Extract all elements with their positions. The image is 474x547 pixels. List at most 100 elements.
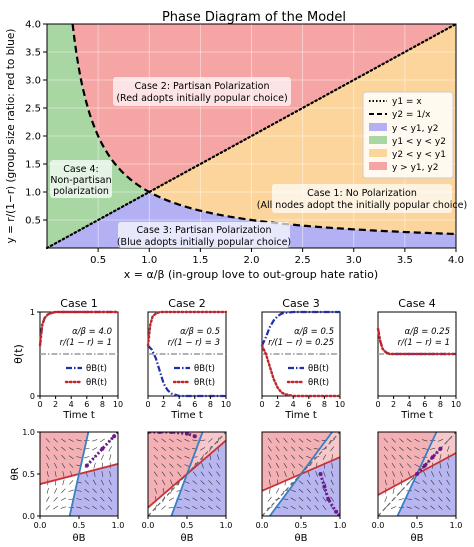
case-4-vector-76: [446, 471, 450, 477]
case-4-xtick-label-4: 8: [438, 400, 443, 409]
case-1-vector-58: [93, 471, 96, 477]
case-3-vector-27: [290, 505, 296, 510]
case-1-xtick-label-3: 6: [84, 400, 89, 409]
case-1-param-1: α/β = 4.0: [72, 327, 112, 337]
case-3-phase-xtick-label-2: 1.0: [334, 521, 347, 530]
case-1-vector-73: [108, 496, 113, 502]
case-2-xtick-label-0: 0: [145, 400, 150, 409]
case-3-vector-13: [276, 471, 279, 477]
case-4-vector-38: [414, 489, 420, 493]
case-1-vector-63: [100, 505, 105, 510]
legend-region-4-swatch: [369, 162, 387, 170]
case-1-ytick-label-0: 0: [30, 392, 35, 401]
case-2-phase-panel: 0.0 0.5 1.0 θB: [142, 431, 232, 544]
case-4-vector-36: [414, 506, 420, 510]
phase-ytick-label-1: 1.0: [25, 188, 41, 199]
case-2-vector-9: [161, 505, 166, 510]
case-3-vector-2: [269, 487, 271, 494]
case-2-vector-54: [200, 505, 206, 510]
case-1-vector-36: [76, 506, 82, 509]
annotation-case-3: Case 3: Partisan Polarization (Blue adop…: [117, 222, 291, 248]
case-4-vector-66: [438, 479, 443, 485]
case-1-xtick-label-5: 10: [113, 400, 123, 409]
case-4-vector-63: [438, 505, 443, 510]
case-2-vector-15: [161, 455, 166, 460]
case-2-vector-17: [161, 438, 167, 443]
case-3-vector-23: [283, 462, 288, 469]
case-1-vector-45: [84, 506, 90, 510]
case-2-vector-21: [170, 479, 173, 486]
case-4-vector-31: [407, 471, 411, 477]
case-2-vector-36: [184, 506, 190, 509]
case-2-time-panel: Case 2 α/β = 0.5r/(1 − r) = 3 θB(t) θR(t) 0 2…: [145, 297, 231, 421]
case-3-vector-28: [290, 497, 296, 501]
case-2-vector-68: [208, 462, 212, 469]
case-2-phase-content: [148, 432, 226, 516]
case-3-thetaR-line: [260, 344, 342, 398]
legend-y2-label: y2 = 1/x: [392, 110, 431, 120]
case-1-phase-xtick-label-2: 1.0: [112, 521, 125, 530]
case-1-vector-33: [68, 455, 74, 460]
case-1-vector-55: [92, 497, 97, 502]
case-4-vector-54: [430, 505, 435, 510]
case-1-xtick-label-1: 2: [53, 400, 58, 409]
case-3-vector-39: [298, 480, 304, 485]
case-3-vector-75: [330, 479, 334, 486]
case-1-trajectory-point-2: [112, 434, 117, 439]
line-y1: [45, 22, 458, 250]
legend-region-2-swatch: [369, 136, 387, 144]
case-2-trajectory-point-0: [192, 434, 197, 439]
case-2-vector-80: [217, 437, 220, 444]
case-1-vector-57: [92, 479, 97, 486]
case-4-vector-13: [392, 471, 396, 477]
case-4-vector-11: [392, 487, 395, 494]
legend-region-2-label: y1 < y < y2: [392, 137, 446, 147]
case-2-vector-31: [177, 471, 182, 477]
case-1-vector-10: [53, 496, 58, 502]
case-1-trajectory-point-1: [100, 446, 105, 451]
case-2-title: Case 2: [168, 297, 205, 310]
case-4-vector-57: [430, 479, 435, 485]
case-3-param-1: α/β = 0.5: [294, 327, 334, 337]
case-2-vector-46: [192, 497, 198, 501]
case-4-vector-44: [414, 438, 420, 442]
annotation-case-1-line1: Case 1: No Polarization: [307, 188, 417, 199]
case-3-vector-14: [275, 462, 280, 469]
case-1-xtick-label-4: 8: [100, 400, 105, 409]
case-1-vector-47: [84, 488, 90, 493]
case-2-vector-20: [170, 487, 173, 494]
case-4-vector-71: [437, 439, 444, 442]
case-1-vector-78: [109, 454, 112, 461]
case-1-vector-17: [53, 438, 58, 443]
case-2-trajectory: [148, 432, 196, 438]
case-4-vector-7: [383, 446, 388, 452]
phase-ylabel: y = r/(1−r) (group size ratio: red to bl…: [5, 29, 17, 244]
case-2-xtick-label-2: 4: [177, 400, 182, 409]
case-3-vector-79: [330, 446, 335, 452]
case-4-vector-65: [438, 488, 443, 494]
case-3-vector-62: [313, 439, 320, 442]
case-3-param-2: r/(1 − r) = 0.25: [268, 338, 334, 348]
phase-lines: [45, 22, 458, 250]
case-4-vector-9: [390, 506, 397, 509]
case-1-vector-71: [99, 438, 105, 443]
case-3-vector-3: [269, 479, 271, 486]
case-1-vector-19: [60, 497, 66, 501]
case-1-vector-2: [46, 487, 49, 494]
case-1-phase-ytick-label-2: 1.0: [22, 428, 35, 437]
case-3-vector-22: [284, 471, 287, 477]
case-4-vector-42: [414, 455, 420, 459]
case-2-phase-xlabel: θB: [181, 533, 194, 544]
case-4-vector-52: [422, 447, 428, 450]
case-4-xtick-label-3: 6: [422, 400, 427, 409]
case-3-vector-15: [275, 454, 280, 460]
case-1-vector-11: [54, 488, 58, 494]
annotation-case-3-line1: Case 3: Partisan Polarization: [137, 225, 272, 236]
case-2-vector-32: [176, 463, 182, 468]
case-4-vector-16: [391, 446, 396, 452]
case-1-vector-9: [53, 505, 59, 510]
case-2-vector-18: [168, 506, 175, 509]
case-3-vector-24: [283, 454, 288, 460]
case-1-vector-79: [108, 446, 112, 452]
case-4-vector-79: [446, 445, 450, 452]
